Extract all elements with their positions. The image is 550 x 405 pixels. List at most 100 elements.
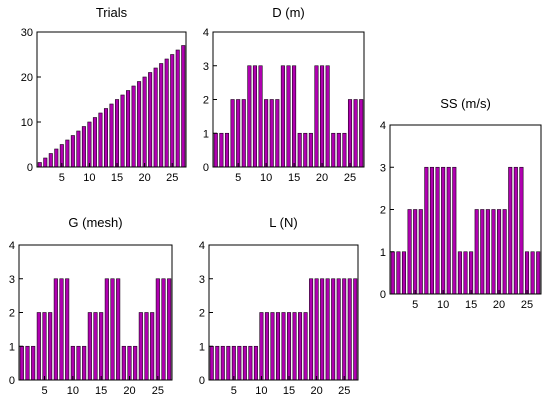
y-tick-label: 2 (380, 205, 386, 217)
y-tick-label: 30 (21, 27, 33, 39)
bar (226, 345, 231, 381)
bar (53, 278, 58, 381)
bar (87, 121, 92, 168)
bar (59, 278, 64, 381)
bar (275, 312, 280, 381)
bar (264, 312, 269, 381)
bar (524, 251, 530, 295)
bar (452, 166, 457, 295)
y-tick-label: 0 (203, 162, 209, 174)
bar (314, 65, 319, 168)
bar (457, 251, 462, 295)
bar (224, 132, 230, 168)
bar (103, 108, 108, 168)
bar (519, 166, 524, 295)
y-tick-label: 2 (203, 95, 209, 107)
bar (70, 135, 75, 168)
bar (390, 251, 395, 295)
y-tick-label: 0 (27, 162, 33, 174)
y-tick-label: 20 (21, 72, 33, 84)
bar (116, 278, 121, 381)
bar (65, 139, 70, 168)
bar (347, 99, 353, 168)
bar (99, 312, 104, 381)
bar (413, 209, 418, 295)
bar (269, 99, 274, 168)
chart-panel-3: G (mesh) 0 1 2 3 4 5 10 15 20 25 (9, 215, 173, 397)
bar (48, 153, 53, 168)
bar (336, 278, 341, 381)
bar (155, 278, 160, 381)
bar (120, 94, 125, 168)
bar (297, 132, 302, 168)
bar (164, 58, 169, 168)
chart-title: Trials (96, 5, 128, 20)
bar (138, 312, 143, 381)
x-tick-label: 5 (231, 385, 237, 397)
y-tick-label: 4 (380, 120, 386, 132)
bar (54, 148, 59, 168)
bar (281, 312, 286, 381)
bar (530, 251, 535, 295)
bar (342, 132, 347, 168)
bar (248, 345, 253, 381)
bar (287, 312, 292, 381)
bar (331, 278, 336, 381)
y-tick-label: 10 (21, 117, 33, 129)
bar (258, 65, 263, 168)
bar (31, 345, 36, 381)
bar (292, 312, 297, 381)
bar (253, 345, 258, 381)
x-tick-label: 15 (95, 385, 107, 397)
bar (342, 278, 347, 381)
y-tick-label: 0 (199, 375, 205, 387)
bar (82, 345, 87, 381)
x-tick-label: 25 (521, 299, 533, 311)
bar (236, 99, 241, 168)
bar (161, 278, 166, 381)
bar (303, 312, 308, 381)
bar (104, 278, 109, 381)
x-tick-label: 5 (412, 299, 418, 311)
y-tick-label: 4 (9, 240, 15, 252)
bar (230, 99, 235, 168)
bar (167, 278, 172, 381)
x-tick-label: 15 (288, 172, 300, 184)
x-tick-label: 10 (437, 299, 449, 311)
bar (159, 63, 164, 168)
bar (43, 157, 48, 168)
x-tick-label: 10 (260, 172, 272, 184)
bar (213, 132, 218, 168)
bar (175, 49, 180, 168)
bar (286, 65, 291, 168)
bar (309, 278, 314, 381)
bar (131, 85, 136, 168)
y-tick-label: 2 (199, 308, 205, 320)
bar (115, 99, 120, 168)
x-tick-label: 15 (283, 385, 295, 397)
bar (133, 345, 138, 381)
bar (353, 278, 358, 381)
x-tick-label: 10 (67, 385, 79, 397)
bar (92, 117, 97, 168)
bar (181, 45, 186, 168)
bar (418, 209, 423, 295)
x-tick-label: 20 (493, 299, 505, 311)
bar (150, 312, 155, 381)
x-tick-label: 20 (316, 172, 328, 184)
bar (109, 103, 114, 168)
bar (446, 166, 451, 295)
bar (170, 54, 175, 168)
bar (353, 99, 358, 168)
bar (126, 90, 131, 168)
chart-panel-0: Trials 0 10 20 30 5 10 15 20 25 (21, 5, 187, 184)
x-tick-label: 25 (166, 172, 178, 184)
bar (215, 345, 220, 381)
y-tick-label: 1 (203, 128, 209, 140)
bar (264, 99, 269, 168)
y-tick-label: 3 (203, 61, 209, 73)
bar (25, 345, 30, 381)
y-tick-label: 1 (9, 341, 15, 353)
x-tick-label: 15 (465, 299, 477, 311)
